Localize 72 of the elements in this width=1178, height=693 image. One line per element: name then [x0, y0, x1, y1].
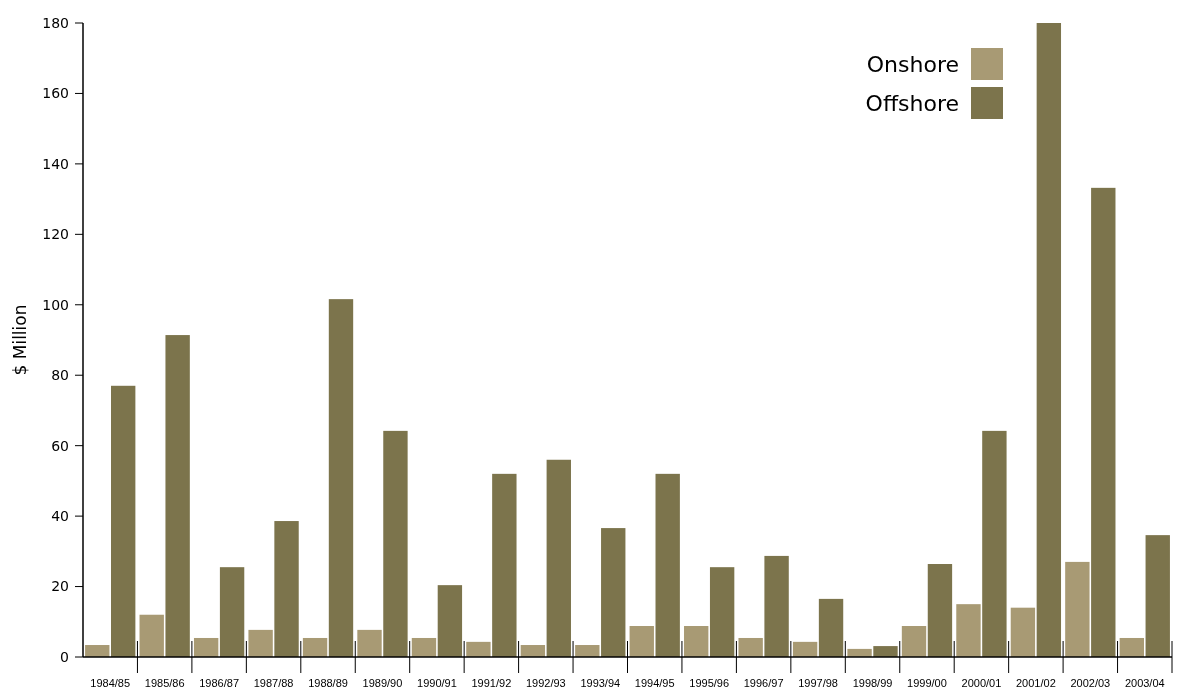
y-tick-label: 120 [42, 226, 69, 243]
x-tick-label: 1986/87 [199, 677, 240, 689]
bar [302, 637, 328, 657]
x-tick-label: 1987/88 [253, 677, 294, 689]
legend-label: Onshore [866, 51, 959, 77]
bar [709, 567, 735, 657]
bar [873, 646, 898, 657]
x-tick-label: 1999/00 [907, 677, 947, 689]
bar [274, 521, 299, 657]
bar [927, 564, 953, 657]
bar [1145, 535, 1170, 657]
y-tick-label: 100 [42, 296, 69, 313]
x-tick-label: 1991/92 [471, 677, 512, 689]
bar [901, 626, 927, 657]
y-tick-label: 160 [42, 85, 69, 102]
bar [383, 430, 408, 657]
x-tick-label: 1993/94 [580, 677, 621, 689]
y-tick-label: 80 [51, 367, 69, 384]
y-tick-label: 20 [51, 578, 69, 595]
x-tick-label: 1992/93 [525, 677, 566, 689]
x-tick-label: 2001/02 [1015, 677, 1056, 689]
bar [248, 629, 273, 657]
bar [575, 645, 600, 657]
bar [219, 567, 245, 657]
bar [139, 614, 164, 657]
y-tick-label: 60 [51, 437, 69, 454]
bar [85, 645, 110, 657]
y-tick-label: 180 [42, 14, 69, 31]
y-tick-label: 0 [60, 648, 69, 665]
bar [684, 626, 709, 657]
bar [1119, 637, 1144, 657]
x-tick-label: 1989/90 [362, 677, 403, 689]
bar [328, 299, 354, 657]
bar [818, 598, 844, 657]
x-tick-label: 1984/85 [90, 677, 131, 689]
bar [1091, 187, 1116, 657]
x-tick-label: 1988/89 [308, 677, 348, 689]
bar [546, 459, 571, 657]
x-tick-label: 1985/86 [144, 677, 185, 689]
bar [411, 637, 437, 657]
y-tick-label: 40 [51, 508, 69, 525]
x-tick-label: 1996/97 [743, 677, 784, 689]
bar [357, 629, 382, 657]
y-tick-label: 140 [42, 155, 69, 172]
bar [193, 637, 219, 657]
y-axis-title: $ Million [10, 304, 30, 376]
bar [764, 555, 789, 657]
bar [655, 473, 680, 657]
bar [165, 335, 190, 657]
x-tick-label: 1990/91 [417, 677, 457, 689]
x-tick-label: 1994/95 [634, 677, 675, 689]
bar [437, 585, 463, 657]
bar [1065, 561, 1090, 657]
x-tick-label: 2002/03 [1070, 677, 1111, 689]
x-tick-label: 2000/01 [961, 677, 1002, 689]
bar [792, 641, 818, 657]
bar [982, 430, 1007, 657]
bar [520, 645, 546, 657]
x-tick-label: 2003/04 [1124, 677, 1165, 689]
bar [111, 385, 136, 657]
x-tick-label: 1995/96 [689, 677, 730, 689]
legend-label: Offshore [865, 90, 959, 116]
bar [1036, 23, 1062, 657]
bar [738, 637, 763, 657]
x-tick-label: 1998/99 [852, 677, 893, 689]
bar [492, 473, 517, 657]
bar [629, 626, 654, 657]
bar [466, 641, 491, 657]
bar [1010, 607, 1036, 657]
bar [601, 528, 626, 657]
x-tick-label: 1997/98 [798, 677, 838, 689]
bar [956, 604, 981, 657]
